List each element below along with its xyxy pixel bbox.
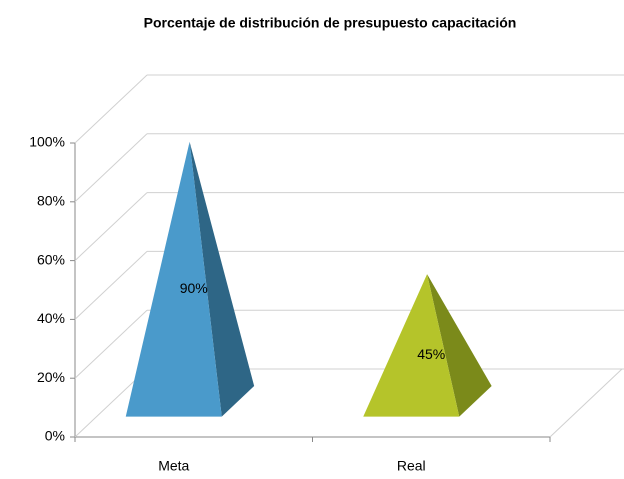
y-tick-label: 100% — [29, 134, 65, 150]
grid-line — [74, 74, 148, 144]
y-tick-label: 40% — [37, 310, 65, 326]
pyramid-side — [189, 141, 255, 417]
data-label: 45% — [417, 346, 445, 362]
grid-line — [74, 192, 148, 261]
x-tick-label: Meta — [158, 458, 189, 474]
y-tick-label: 60% — [37, 251, 65, 267]
grid-line — [74, 133, 148, 203]
floor-edge — [549, 368, 623, 438]
pyramid-side — [427, 274, 492, 417]
x-tick-label: Real — [397, 458, 426, 474]
pyramid-front — [125, 141, 222, 417]
chart-title: Porcentaje de distribución de presupuest… — [144, 15, 517, 31]
y-tick-label: 20% — [37, 369, 65, 385]
grid-line — [74, 309, 148, 379]
pyramid-front — [363, 274, 460, 417]
data-label: 90% — [180, 280, 208, 296]
grid-line — [74, 251, 148, 320]
y-tick-label: 80% — [37, 193, 65, 209]
y-tick-label: 0% — [45, 428, 65, 444]
